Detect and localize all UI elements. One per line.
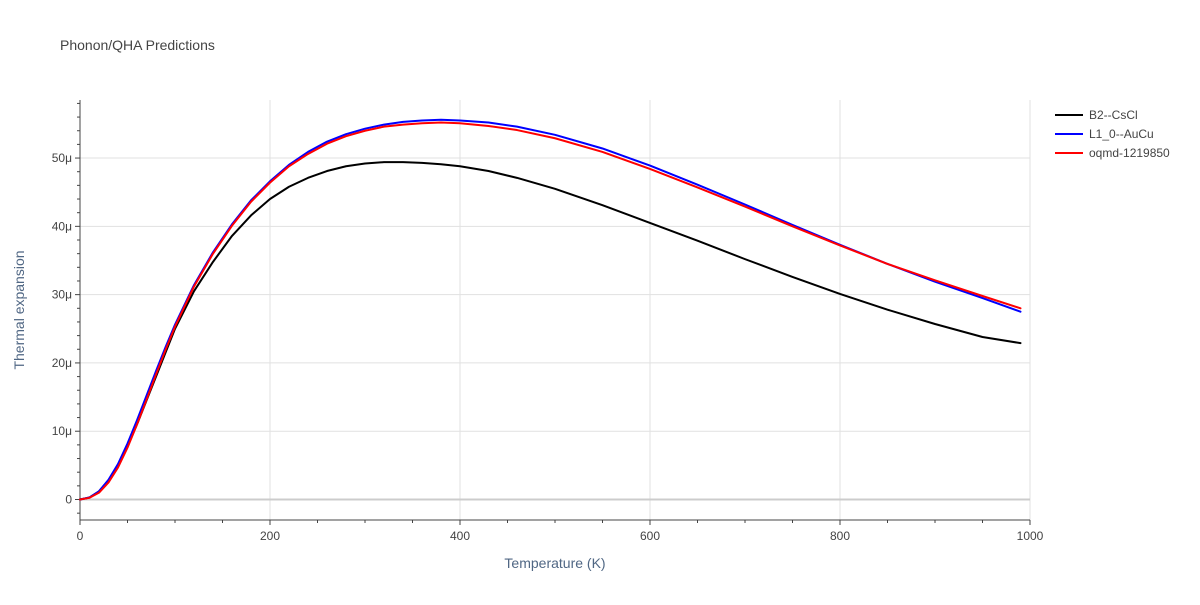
x-tick-label: 800 xyxy=(830,529,850,543)
x-tick-label: 400 xyxy=(450,529,470,543)
y-tick-label: 30μ xyxy=(52,288,72,302)
legend-label: L1_0--AuCu xyxy=(1089,127,1154,141)
series-lines xyxy=(79,118,1022,501)
y-tick-label: 50μ xyxy=(52,151,72,165)
x-tick-label: 600 xyxy=(640,529,660,543)
y-tick-label: 10μ xyxy=(52,424,72,438)
series-line-b2-cscl xyxy=(79,161,1022,501)
y-tick-label: 0 xyxy=(65,493,72,507)
series-line-oqmd-1219850 xyxy=(79,121,1022,501)
x-axis-label: Temperature (K) xyxy=(504,555,605,571)
y-tick-label: 20μ xyxy=(52,356,72,370)
axes: 0 200 400 600 800 1000 0 10μ 20μ 30μ 40μ 50μ xyxy=(52,100,1044,543)
legend-label: oqmd-1219850 xyxy=(1089,146,1170,160)
x-tick-label: 1000 xyxy=(1017,529,1044,543)
x-tick-label: 200 xyxy=(260,529,280,543)
y-tick-label: 40μ xyxy=(52,219,72,233)
y-axis-label: Thermal expansion xyxy=(11,250,27,369)
legend: B2--CsCl L1_0--AuCu oqmd-1219850 xyxy=(1055,108,1170,160)
legend-label: B2--CsCl xyxy=(1089,108,1138,122)
grid xyxy=(80,100,1031,520)
chart-title: Phonon/QHA Predictions xyxy=(60,37,215,53)
series-line-l1-0-aucu xyxy=(79,118,1022,501)
x-tick-label: 0 xyxy=(77,529,84,543)
